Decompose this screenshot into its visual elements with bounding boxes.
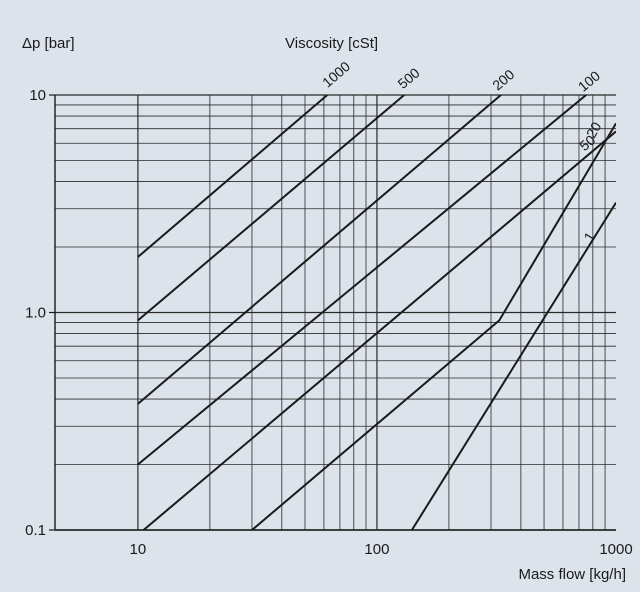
- series-title: Viscosity [cSt]: [285, 35, 378, 52]
- y-axis-label: Δp [bar]: [22, 35, 75, 52]
- y-tick-label: 10: [29, 87, 46, 104]
- x-tick-label: 10: [130, 541, 147, 558]
- series-line-500: [137, 95, 405, 322]
- x-tick-label: 1000: [599, 541, 632, 558]
- series-lines: [137, 95, 616, 530]
- axes: [49, 94, 616, 531]
- series-line-100: [137, 95, 587, 466]
- y-tick-label: 0.1: [25, 522, 46, 539]
- series-line-50: [142, 130, 616, 530]
- series-line-1000: [137, 95, 328, 258]
- x-axis-label: Mass flow [kg/h]: [518, 566, 626, 583]
- series-line-20: [251, 122, 616, 530]
- y-tick-label: 1.0: [25, 305, 46, 322]
- series-line-200: [137, 95, 502, 405]
- grid: [55, 94, 616, 531]
- series-line-1: [411, 202, 616, 530]
- series-label-20: 20: [583, 119, 605, 141]
- x-tick-label: 100: [364, 541, 389, 558]
